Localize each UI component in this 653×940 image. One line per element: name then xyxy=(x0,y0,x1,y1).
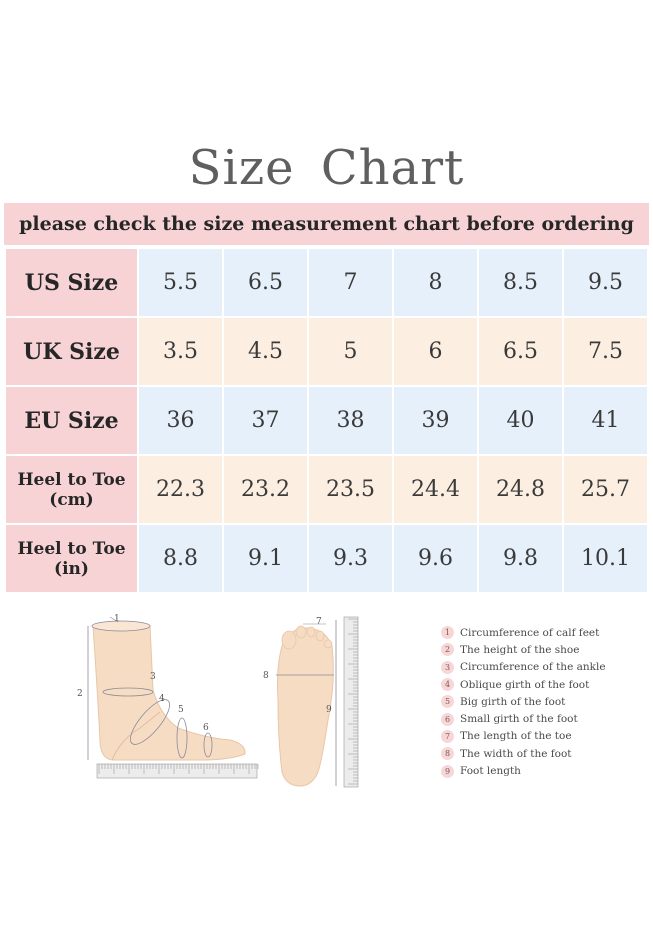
legend-text: Foot length xyxy=(460,765,521,778)
table-row-in: Heel to Toe (in) 8.8 9.1 9.3 9.6 9.8 10.… xyxy=(6,525,647,592)
table-cell: 39 xyxy=(394,387,477,454)
diagram-label-3: 3 xyxy=(150,672,156,682)
legend-item: 5 Big girth of the foot xyxy=(441,693,606,710)
table-cell: 24.8 xyxy=(479,456,562,523)
row-label-eu: EU Size xyxy=(6,387,137,454)
table-cell: 5 xyxy=(309,318,392,385)
legend-text: Circumference of the ankle xyxy=(460,661,606,674)
table-cell: 8.5 xyxy=(479,249,562,316)
legend-number: 8 xyxy=(441,747,454,761)
table-cell: 37 xyxy=(224,387,307,454)
table-cell: 40 xyxy=(479,387,562,454)
table-cell: 6 xyxy=(394,318,477,385)
row-label-cm: Heel to Toe (cm) xyxy=(6,456,137,523)
table-cell: 22.3 xyxy=(139,456,222,523)
row-label-unit: (cm) xyxy=(49,489,94,510)
legend-number: 7 xyxy=(441,729,454,743)
legend-item: 3 Circumference of the ankle xyxy=(441,659,606,676)
legend-item: 4 Oblique girth of the foot xyxy=(441,676,606,693)
row-label-unit: (in) xyxy=(54,558,89,579)
table-row-cm: Heel to Toe (cm) 22.3 23.2 23.5 24.4 24.… xyxy=(6,456,647,523)
row-label-in: Heel to Toe (in) xyxy=(6,525,137,592)
table-cell: 10.1 xyxy=(564,525,647,592)
table-row-us: US Size 5.5 6.5 7 8 8.5 9.5 xyxy=(6,249,647,316)
diagram-label-1: 1 xyxy=(114,614,120,624)
table-cell: 6.5 xyxy=(224,249,307,316)
diagram-label-9: 9 xyxy=(326,705,332,715)
measurement-legend: 1 Circumference of calf feet 2 The height … xyxy=(441,624,606,780)
row-label-uk: UK Size xyxy=(6,318,137,385)
table-cell: 25.7 xyxy=(564,456,647,523)
row-label-line: Heel to Toe xyxy=(17,469,126,490)
table-cell: 7 xyxy=(309,249,392,316)
legend-number: 2 xyxy=(441,643,454,657)
side-foot-illustration xyxy=(87,616,246,761)
legend-text: Small girth of the foot xyxy=(460,713,578,726)
table-cell: 9.1 xyxy=(224,525,307,592)
table-cell: 8.8 xyxy=(139,525,222,592)
legend-number: 1 xyxy=(441,626,454,640)
table-cell: 9.5 xyxy=(564,249,647,316)
legend-text: Oblique girth of the foot xyxy=(460,678,590,691)
legend-text: The length of the toe xyxy=(460,730,572,743)
table-cell: 41 xyxy=(564,387,647,454)
legend-text: Big girth of the foot xyxy=(460,695,566,708)
table-cell: 7.5 xyxy=(564,318,647,385)
table-cell: 9.3 xyxy=(309,525,392,592)
legend-text: The height of the shoe xyxy=(460,643,580,656)
top-ruler xyxy=(343,616,359,788)
legend-item: 1 Circumference of calf feet xyxy=(441,624,606,641)
table-cell: 5.5 xyxy=(139,249,222,316)
legend-number: 6 xyxy=(441,712,454,726)
diagram-label-5: 5 xyxy=(178,705,184,715)
table-cell: 23.5 xyxy=(309,456,392,523)
legend-item: 6 Small girth of the foot xyxy=(441,710,606,727)
row-label-line: Heel to Toe xyxy=(17,538,126,559)
legend-text: The width of the foot xyxy=(460,747,572,760)
diagram-label-8: 8 xyxy=(263,671,269,681)
table-cell: 8 xyxy=(394,249,477,316)
top-foot-illustration xyxy=(276,620,337,787)
table-cell: 4.5 xyxy=(224,318,307,385)
legend-text: Circumference of calf feet xyxy=(460,626,600,639)
diagram-label-4: 4 xyxy=(159,694,165,704)
diagram-label-7: 7 xyxy=(316,617,322,627)
diagram-label-2: 2 xyxy=(77,689,83,699)
table-cell: 36 xyxy=(139,387,222,454)
legend-item: 8 The width of the foot xyxy=(441,745,606,762)
table-row-eu: EU Size 36 37 38 39 40 41 xyxy=(6,387,647,454)
legend-number: 4 xyxy=(441,678,454,692)
legend-number: 9 xyxy=(441,764,454,778)
table-cell: 24.4 xyxy=(394,456,477,523)
table-cell: 3.5 xyxy=(139,318,222,385)
legend-number: 5 xyxy=(441,695,454,709)
page-title: Size Chart xyxy=(188,140,465,196)
legend-number: 3 xyxy=(441,660,454,674)
table-cell: 6.5 xyxy=(479,318,562,385)
foot-measurement-diagram: 1 2 3 4 5 6 7 8 9 xyxy=(77,614,359,788)
row-label-us: US Size xyxy=(6,249,137,316)
table-cell: 9.8 xyxy=(479,525,562,592)
table-cell: 9.6 xyxy=(394,525,477,592)
table-cell: 23.2 xyxy=(224,456,307,523)
subtitle-banner: please check the size measurement chart … xyxy=(4,203,649,245)
legend-item: 9 Foot length xyxy=(441,762,606,779)
size-table: US Size 5.5 6.5 7 8 8.5 9.5 UK Size 3.5 … xyxy=(4,247,649,594)
diagram-label-6: 6 xyxy=(203,723,209,733)
legend-item: 2 The height of the shoe xyxy=(441,641,606,658)
legend-item: 7 The length of the toe xyxy=(441,728,606,745)
table-cell: 38 xyxy=(309,387,392,454)
table-row-uk: UK Size 3.5 4.5 5 6 6.5 7.5 xyxy=(6,318,647,385)
